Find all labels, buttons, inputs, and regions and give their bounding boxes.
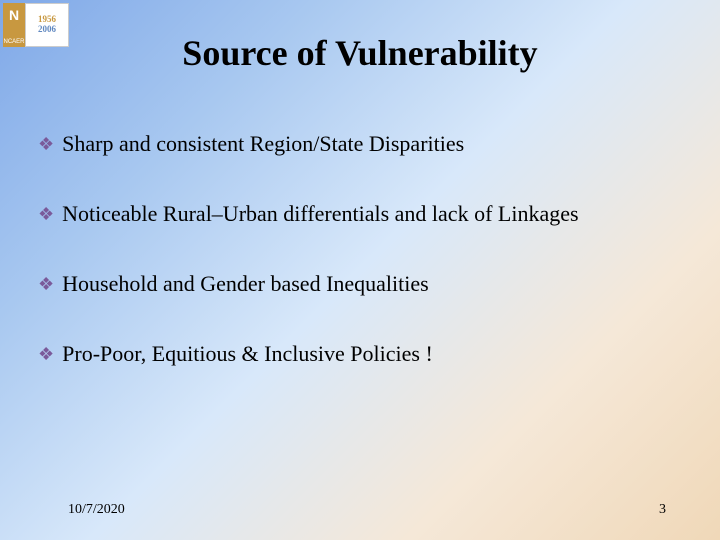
bullet-text: Household and Gender based Inequalities — [62, 270, 429, 298]
slide-container: NCAER 1956 2006 Source of Vulnerability … — [0, 0, 720, 540]
bullet-item: ❖ Household and Gender based Inequalitie… — [38, 270, 682, 298]
bullet-text: Pro-Poor, Equitious & Inclusive Policies… — [62, 340, 433, 368]
content-area: ❖ Sharp and consistent Region/State Disp… — [38, 130, 682, 410]
footer-date: 10/7/2020 — [68, 502, 125, 518]
bullet-text: Noticeable Rural–Urban differentials and… — [62, 200, 578, 228]
footer-page-number: 3 — [659, 502, 666, 518]
bullet-text: Sharp and consistent Region/State Dispar… — [62, 130, 464, 158]
diamond-bullet-icon: ❖ — [38, 340, 54, 368]
diamond-bullet-icon: ❖ — [38, 130, 54, 158]
bullet-item: ❖ Pro-Poor, Equitious & Inclusive Polici… — [38, 340, 682, 368]
bullet-item: ❖ Noticeable Rural–Urban differentials a… — [38, 200, 682, 228]
diamond-bullet-icon: ❖ — [38, 200, 54, 228]
slide-title: Source of Vulnerability — [0, 32, 720, 74]
diamond-bullet-icon: ❖ — [38, 270, 54, 298]
bullet-item: ❖ Sharp and consistent Region/State Disp… — [38, 130, 682, 158]
